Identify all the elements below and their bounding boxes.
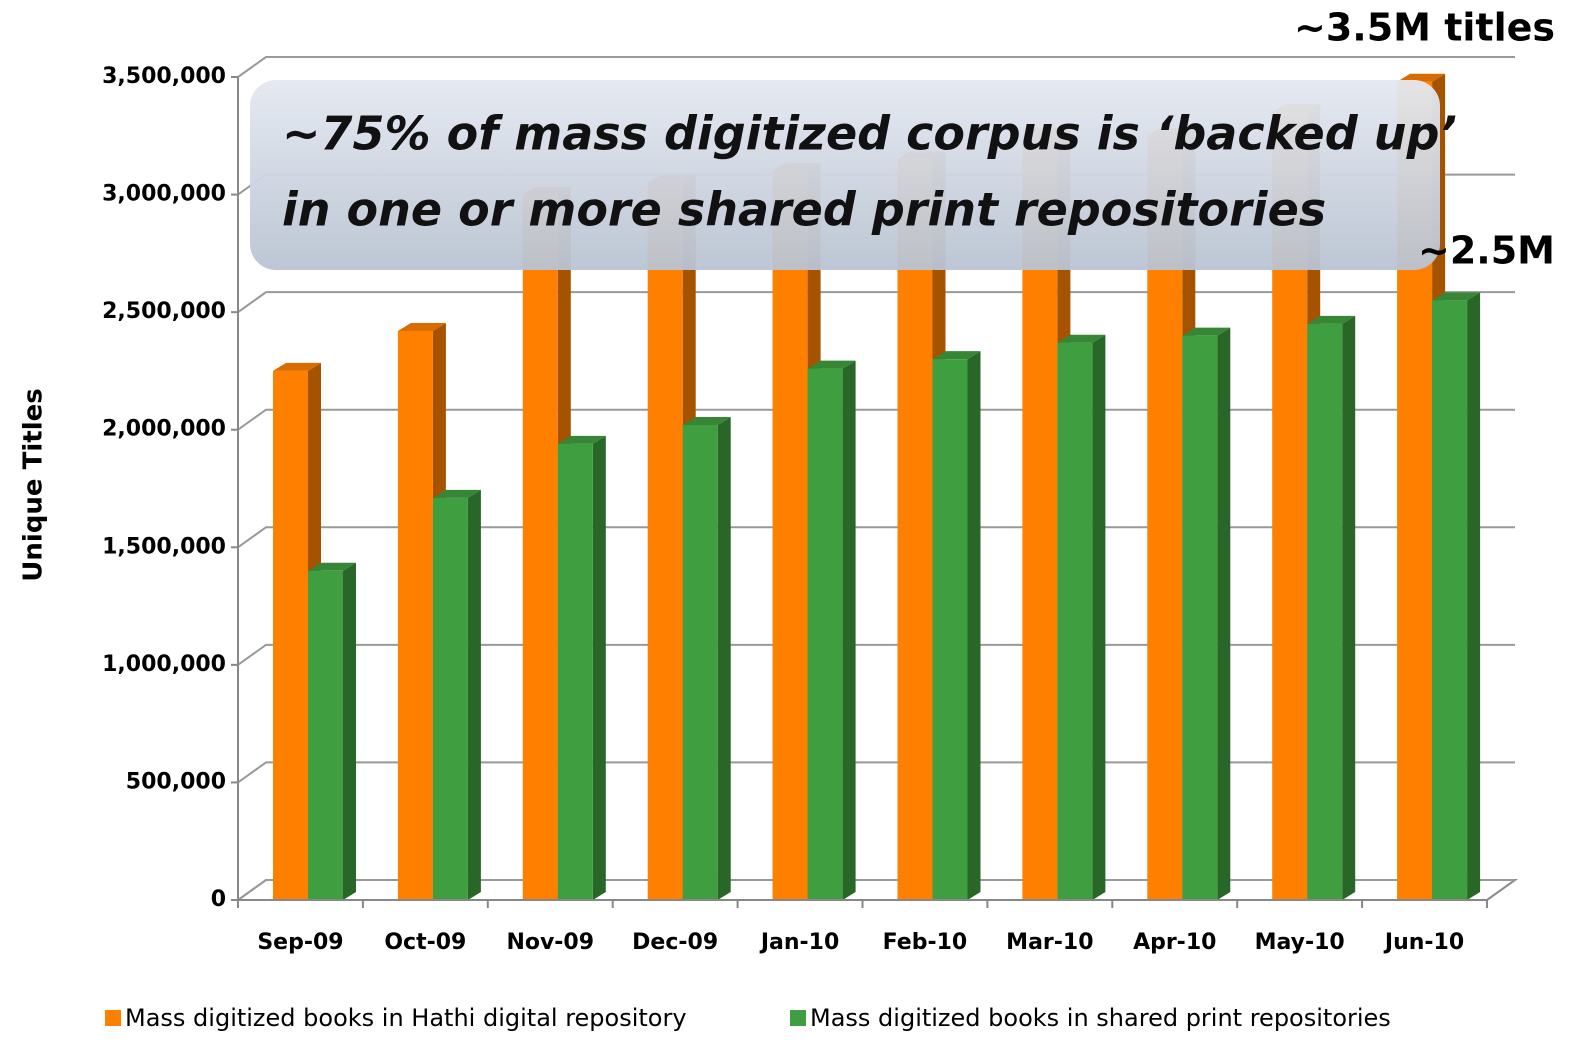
y-tick-label: 3,500,000 bbox=[102, 64, 226, 89]
bar-top bbox=[432, 489, 481, 498]
bar bbox=[1307, 315, 1356, 900]
bar-top bbox=[557, 435, 606, 444]
bar-front bbox=[432, 497, 468, 900]
x-tick-label: Mar-10 bbox=[1006, 930, 1093, 955]
bar-top bbox=[1182, 327, 1231, 336]
bar-front bbox=[772, 171, 808, 901]
bar-side bbox=[1467, 292, 1481, 900]
x-tick-label: Sep-09 bbox=[257, 930, 343, 955]
bar bbox=[932, 351, 981, 901]
x-tick-label: Nov-09 bbox=[506, 930, 594, 955]
y-tick-label: 1,500,000 bbox=[102, 534, 226, 559]
annotation: ~2.5M bbox=[1418, 229, 1555, 273]
bar-front bbox=[522, 194, 558, 901]
bar-front bbox=[897, 159, 933, 901]
bar-top bbox=[682, 417, 731, 426]
bar-top bbox=[397, 322, 446, 331]
annotation: in one or more shared print repositories bbox=[282, 183, 1326, 237]
bar-front bbox=[273, 370, 308, 900]
bar-top bbox=[1397, 73, 1446, 82]
y-tick-label: 3,000,000 bbox=[102, 182, 226, 207]
x-tick-label: Oct-09 bbox=[384, 930, 466, 955]
grid-line bbox=[237, 56, 1515, 78]
bar-top bbox=[1057, 334, 1106, 343]
bar bbox=[682, 417, 731, 900]
bar bbox=[807, 360, 856, 900]
bar-front bbox=[1182, 335, 1218, 901]
bar bbox=[1182, 327, 1231, 901]
annotation-box bbox=[250, 80, 1440, 270]
bar-side bbox=[967, 351, 981, 901]
bar-front bbox=[1057, 342, 1093, 900]
bar-side bbox=[1092, 334, 1106, 900]
bar-top bbox=[1307, 315, 1356, 324]
bar-side bbox=[343, 562, 356, 900]
bar-side bbox=[1342, 315, 1356, 900]
bar-front bbox=[682, 425, 718, 900]
y-axis-title: Unique Titles bbox=[19, 388, 49, 581]
bar-front bbox=[647, 182, 683, 901]
bar-front bbox=[1307, 323, 1343, 900]
plot-front: 0 500,000 1,000,000 1,500,000 2,000,000 2,500… bbox=[102, 64, 1488, 1032]
bar bbox=[432, 489, 481, 900]
y-tick-label: 0 bbox=[211, 887, 226, 912]
bar-front bbox=[557, 443, 593, 900]
legend-swatch bbox=[790, 1010, 806, 1026]
y-tick-label: 500,000 bbox=[126, 769, 226, 794]
bar-front bbox=[308, 570, 343, 900]
annotation: ~3.5M titles bbox=[1294, 6, 1555, 50]
bar bbox=[557, 435, 606, 900]
bar-top bbox=[308, 562, 356, 571]
x-tick-label: Apr-10 bbox=[1133, 930, 1216, 955]
annotation: ~75% of mass digitized corpus is ‘backed… bbox=[282, 107, 1457, 161]
bar bbox=[308, 562, 356, 900]
bar-front bbox=[397, 330, 433, 900]
grid-line bbox=[237, 291, 1515, 313]
x-tick-label: Dec-09 bbox=[632, 930, 718, 955]
bar bbox=[1057, 334, 1106, 900]
bar-front bbox=[1432, 300, 1468, 900]
legend-label: Mass digitized books in shared print rep… bbox=[810, 1004, 1391, 1032]
bar-side bbox=[467, 489, 481, 900]
x-tick-label: Jun-10 bbox=[1383, 930, 1464, 955]
y-tick-label: 1,000,000 bbox=[102, 652, 226, 677]
legend-label: Mass digitized books in Hathi digital re… bbox=[125, 1004, 687, 1032]
bar-top bbox=[273, 362, 321, 371]
legend-swatch bbox=[105, 1010, 121, 1026]
bar bbox=[522, 186, 571, 901]
bar-side bbox=[592, 435, 606, 900]
y-tick-label: 2,500,000 bbox=[102, 299, 226, 324]
bar-side bbox=[842, 360, 856, 900]
plot-back bbox=[234, 56, 1519, 901]
x-tick-label: May-10 bbox=[1255, 930, 1345, 955]
bar-top bbox=[1432, 292, 1481, 301]
bar-side bbox=[717, 417, 731, 900]
y-tick-label: 2,000,000 bbox=[102, 417, 226, 442]
x-tick-label: Feb-10 bbox=[883, 930, 968, 955]
bar-top bbox=[807, 360, 856, 369]
bar-side bbox=[1217, 327, 1231, 901]
bar-top bbox=[932, 351, 981, 360]
bar-front bbox=[932, 359, 968, 901]
x-tick-label: Jan-10 bbox=[759, 930, 839, 955]
bar bbox=[1432, 292, 1481, 900]
bar-front bbox=[807, 368, 843, 900]
